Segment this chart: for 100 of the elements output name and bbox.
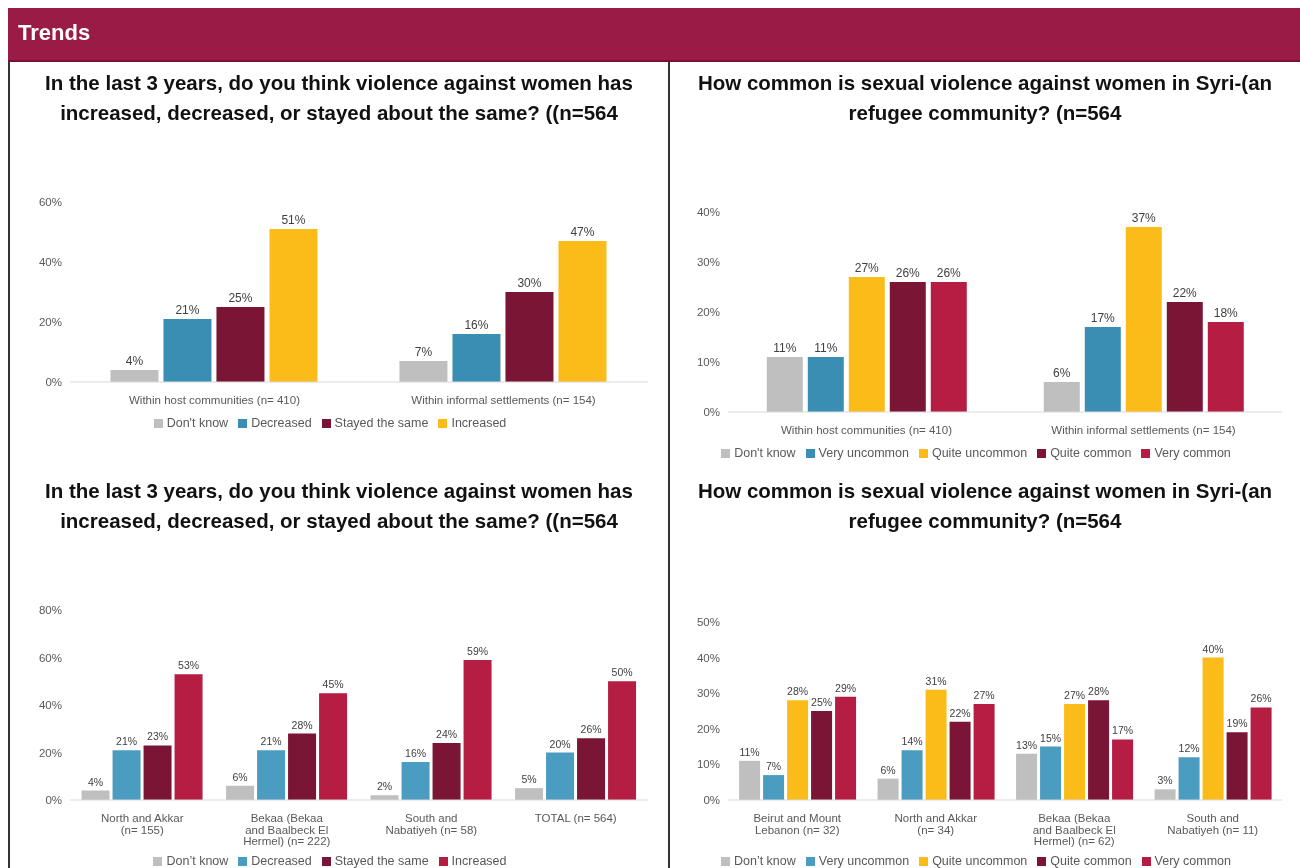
data-label: 6% <box>1053 366 1071 380</box>
data-label: 21% <box>175 303 200 317</box>
data-label: 6% <box>232 770 248 783</box>
data-label: 16% <box>405 747 427 759</box>
legend-label: Very common <box>1154 446 1231 460</box>
data-label: 27% <box>973 688 995 701</box>
data-label: 4% <box>87 775 104 788</box>
legend-label: Quite common <box>1050 446 1132 460</box>
legend-label: Very common <box>1154 854 1232 868</box>
chart-title: How common is sexual violence against women in Syri-(an refugee community? (n=564 <box>696 478 1274 534</box>
legend-label: Increased <box>451 416 507 430</box>
x-tick-label: North and Akkar (n= 155) <box>101 812 184 836</box>
y-tick-label: 60% <box>38 651 62 664</box>
data-label: 30% <box>517 276 542 290</box>
y-tick-label: 10% <box>696 356 720 369</box>
x-tick-label: Within host communities (n= 410) <box>781 424 953 437</box>
x-tick-label: Within host communities (n= 410) <box>129 394 301 407</box>
data-label: 27% <box>854 261 880 275</box>
x-tick-label: TOTAL (n= 564) <box>534 812 617 825</box>
data-label: 12% <box>1178 742 1200 755</box>
data-label: 28% <box>291 718 313 731</box>
data-label: 17% <box>1090 311 1116 325</box>
data-label: 26% <box>936 266 962 280</box>
y-tick-label: 40% <box>696 206 720 219</box>
data-label: 6% <box>880 763 896 776</box>
data-label: 26% <box>580 723 602 736</box>
legend-label: Don't know <box>166 416 229 430</box>
data-label: 26% <box>1250 692 1272 705</box>
legend-label: Stayed the same <box>334 416 429 430</box>
data-label: 11% <box>814 341 838 355</box>
data-label: 17% <box>1112 724 1134 737</box>
data-label: 20% <box>549 737 571 750</box>
data-label: 7% <box>414 345 433 359</box>
data-label: 25% <box>228 291 253 305</box>
y-tick-label: 60% <box>38 196 62 209</box>
data-label: 28% <box>787 685 809 698</box>
legend-label: Don't know <box>734 446 796 460</box>
legend-label: Increased <box>451 854 507 868</box>
data-label: 59% <box>467 644 489 657</box>
y-tick-label: 0% <box>703 794 720 807</box>
data-label: 53% <box>178 659 200 672</box>
x-tick-label: Within informal settlements (n= 154) <box>1051 424 1236 437</box>
data-label: 11% <box>773 341 797 355</box>
data-label: 4% <box>125 354 144 368</box>
x-tick-label: Bekaa (Bekaa and Baalbeck El Hermel) (n= 62) <box>1032 812 1116 848</box>
data-label: 3% <box>1157 774 1173 787</box>
x-tick-label: South and Nabatiyeh (n= 58) <box>385 812 478 836</box>
legend-label: Decreased <box>251 854 312 868</box>
data-label: 14% <box>901 735 923 748</box>
text: Trends <box>18 20 91 46</box>
data-label: 37% <box>1131 211 1157 225</box>
data-label: 26% <box>895 266 921 280</box>
data-label: 11% <box>739 745 760 758</box>
y-tick-label: 80% <box>38 604 62 617</box>
data-label: 50% <box>611 666 633 679</box>
legend-label: Quite uncommon <box>931 446 1028 460</box>
data-label: 51% <box>281 213 306 227</box>
legend-label: Don’t know <box>166 854 229 868</box>
y-tick-label: 20% <box>696 722 720 735</box>
data-label: 7% <box>765 760 782 773</box>
data-label: 29% <box>835 681 857 694</box>
data-label: 18% <box>1213 306 1239 320</box>
legend-label: Don’t know <box>733 854 796 868</box>
y-tick-label: 20% <box>38 746 62 759</box>
y-tick-label: 40% <box>38 256 62 269</box>
data-label: 2% <box>376 780 393 793</box>
data-label: 22% <box>1172 286 1198 300</box>
data-label: 31% <box>925 674 947 687</box>
data-label: 21% <box>116 735 138 748</box>
legend-label: Very uncommon <box>818 854 910 868</box>
chart-title: In the last 3 years, do you think violence against women has increased, decreased, or stayed about the same? ((n=564 <box>44 478 634 534</box>
data-label: 22% <box>949 706 971 719</box>
legend-label: Very uncommon <box>818 446 909 460</box>
y-tick-label: 30% <box>696 256 720 269</box>
data-label: 5% <box>521 773 537 786</box>
y-tick-label: 0% <box>45 794 62 807</box>
chart-title: In the last 3 years, do you think violence against women has increased, decreased, or stayed about the same? ((n=564 <box>44 70 634 126</box>
data-label: 47% <box>570 225 595 239</box>
y-tick-label: 30% <box>696 687 720 700</box>
y-tick-label: 0% <box>45 376 62 389</box>
data-label: 23% <box>147 730 169 743</box>
y-tick-label: 40% <box>38 699 62 712</box>
x-tick-label: North and Akkar (n= 34) <box>894 812 978 836</box>
x-tick-label: Beirut and Mount Lebanon (n= 32) <box>753 812 842 836</box>
data-label: 24% <box>436 728 458 740</box>
data-label: 28% <box>1088 685 1110 698</box>
y-tick-label: 40% <box>696 651 720 664</box>
legend-label: Decreased <box>251 416 312 430</box>
y-tick-label: 10% <box>696 758 720 771</box>
data-label: 25% <box>811 696 833 708</box>
data-label: 15% <box>1040 731 1062 744</box>
data-label: 13% <box>1016 738 1038 751</box>
legend-label: Quite common <box>1050 854 1132 868</box>
legend-label: Quite uncommon <box>932 854 1028 868</box>
y-tick-label: 50% <box>696 616 720 629</box>
data-label: 40% <box>1202 642 1224 655</box>
y-tick-label: 20% <box>696 306 720 319</box>
data-label: 27% <box>1064 688 1086 701</box>
y-tick-label: 0% <box>703 406 720 419</box>
data-label: 21% <box>260 735 282 748</box>
